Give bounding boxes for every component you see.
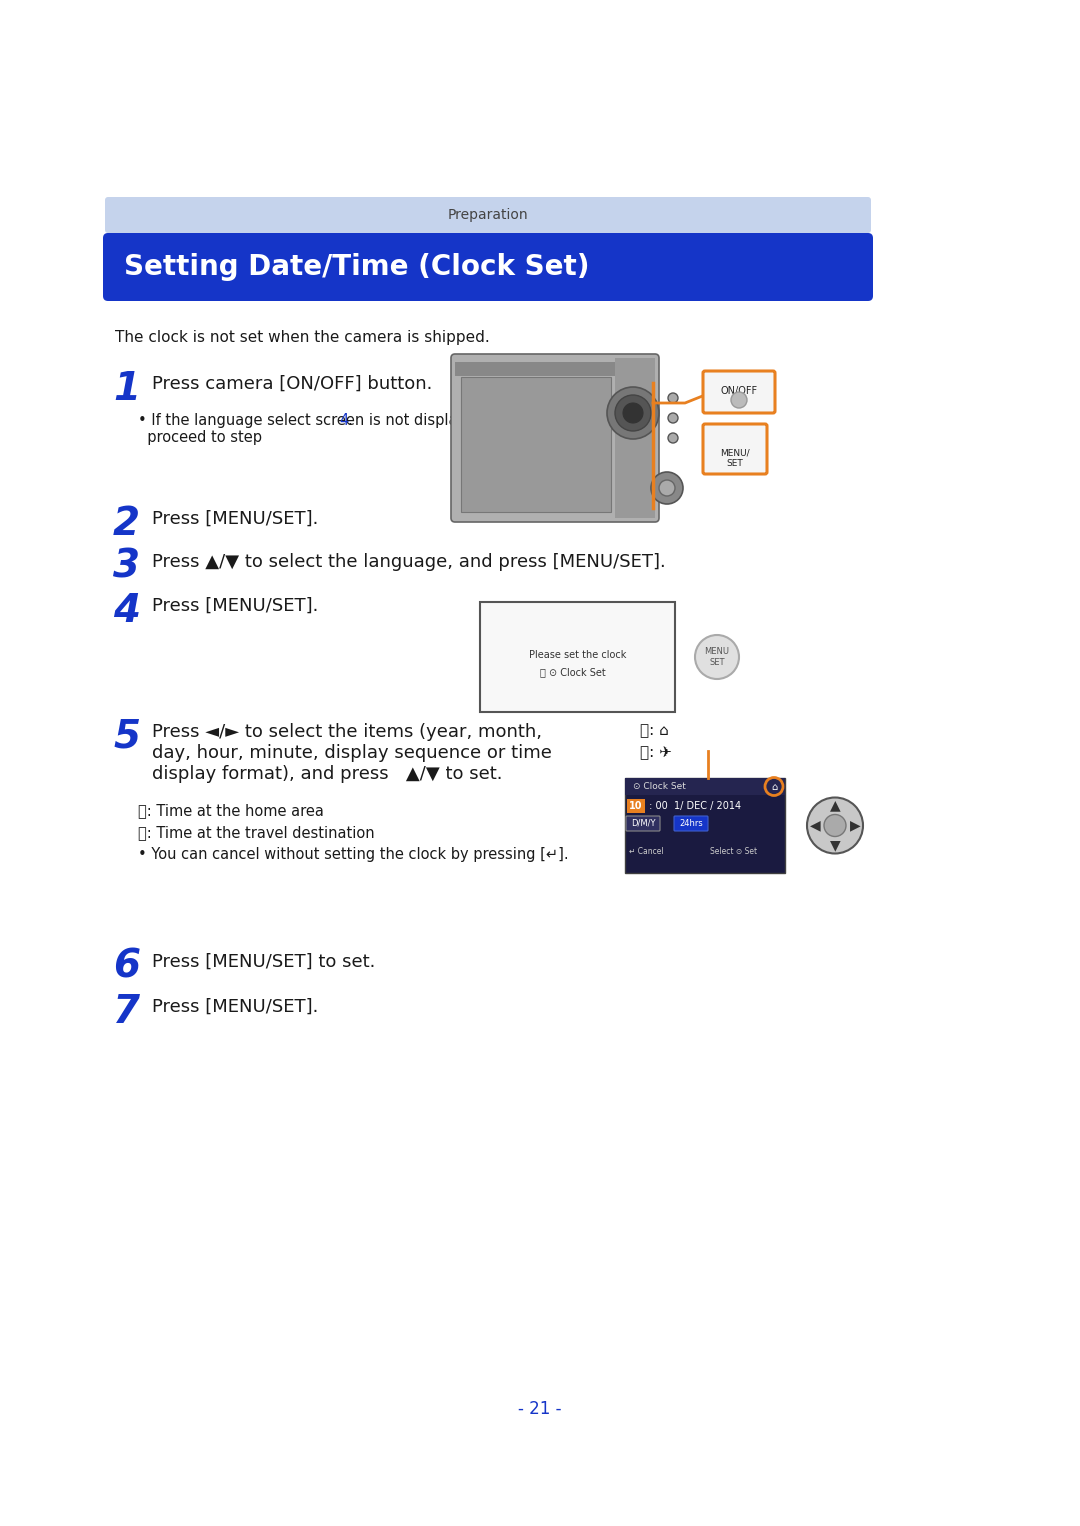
Text: Preparation: Preparation xyxy=(448,208,528,221)
Text: 2: 2 xyxy=(113,505,140,543)
Circle shape xyxy=(659,481,675,496)
Text: Press ◄/► to select the items (year, month,
day, hour, minute, display sequence : Press ◄/► to select the items (year, mon… xyxy=(152,723,552,783)
FancyBboxPatch shape xyxy=(703,371,775,414)
FancyBboxPatch shape xyxy=(615,359,654,517)
Circle shape xyxy=(607,388,659,439)
Text: ⌛ ⊙ Clock Set: ⌛ ⊙ Clock Set xyxy=(540,667,606,678)
Text: ↵ Cancel: ↵ Cancel xyxy=(629,847,663,856)
Text: The clock is not set when the camera is shipped.: The clock is not set when the camera is … xyxy=(114,330,489,345)
Text: Ⓐ: Time at the home area: Ⓐ: Time at the home area xyxy=(138,803,324,818)
Circle shape xyxy=(651,472,683,504)
Text: MENU
SET: MENU SET xyxy=(704,647,729,667)
FancyBboxPatch shape xyxy=(455,362,654,375)
Text: MENU/
SET: MENU/ SET xyxy=(720,449,750,468)
Text: ▶: ▶ xyxy=(850,818,861,833)
Text: Setting Date/Time (Clock Set): Setting Date/Time (Clock Set) xyxy=(124,253,590,281)
Text: Press [MENU/SET].: Press [MENU/SET]. xyxy=(152,597,319,615)
Text: Ⓑ: Time at the travel destination: Ⓑ: Time at the travel destination xyxy=(138,826,375,839)
Text: ▼: ▼ xyxy=(829,838,840,853)
Text: • If the language select screen is not displayed,
  proceed to step: • If the language select screen is not d… xyxy=(138,414,489,446)
Circle shape xyxy=(623,403,643,423)
FancyBboxPatch shape xyxy=(105,197,870,233)
FancyBboxPatch shape xyxy=(625,778,785,873)
Circle shape xyxy=(669,414,678,423)
Text: 4: 4 xyxy=(113,592,140,630)
Text: Select ⊙ Set: Select ⊙ Set xyxy=(710,847,757,856)
Text: 7: 7 xyxy=(113,993,140,1032)
FancyBboxPatch shape xyxy=(674,816,708,832)
Text: ⌂: ⌂ xyxy=(771,781,778,792)
Text: D/M/Y: D/M/Y xyxy=(631,818,656,827)
Text: Please set the clock: Please set the clock xyxy=(529,650,626,661)
Text: 6: 6 xyxy=(113,948,140,986)
Circle shape xyxy=(669,394,678,403)
FancyBboxPatch shape xyxy=(626,816,660,832)
Circle shape xyxy=(615,395,651,430)
Text: Press [MENU/SET].: Press [MENU/SET]. xyxy=(152,510,319,528)
FancyBboxPatch shape xyxy=(625,778,785,795)
Circle shape xyxy=(824,815,846,836)
Text: Ⓐ: ⌂: Ⓐ: ⌂ xyxy=(640,723,669,739)
Circle shape xyxy=(731,392,747,407)
Text: .: . xyxy=(347,414,352,427)
FancyBboxPatch shape xyxy=(103,233,873,301)
Text: Press ▲/▼ to select the language, and press [MENU/SET].: Press ▲/▼ to select the language, and pr… xyxy=(152,552,665,571)
Text: • You can cancel without setting the clock by pressing [↵].: • You can cancel without setting the clo… xyxy=(138,847,569,862)
FancyBboxPatch shape xyxy=(703,424,767,475)
FancyBboxPatch shape xyxy=(480,601,675,713)
Text: ◀: ◀ xyxy=(810,818,821,833)
FancyBboxPatch shape xyxy=(627,800,645,813)
Text: 24hrs: 24hrs xyxy=(679,818,703,827)
Text: Ⓑ: ✈: Ⓑ: ✈ xyxy=(640,745,672,760)
Text: : 00  1/ DEC / 2014: : 00 1/ DEC / 2014 xyxy=(646,801,741,810)
Text: Press [MENU/SET].: Press [MENU/SET]. xyxy=(152,998,319,1016)
Text: 10: 10 xyxy=(630,801,643,810)
FancyBboxPatch shape xyxy=(451,354,659,522)
FancyBboxPatch shape xyxy=(461,377,611,513)
Text: ON/OFF: ON/OFF xyxy=(720,386,757,397)
Text: 3: 3 xyxy=(113,548,140,586)
Text: ⊙ Clock Set: ⊙ Clock Set xyxy=(633,781,686,790)
Circle shape xyxy=(696,635,739,679)
Text: 5: 5 xyxy=(113,719,140,755)
Circle shape xyxy=(765,778,783,795)
Circle shape xyxy=(669,433,678,443)
Text: Press camera [ON/OFF] button.: Press camera [ON/OFF] button. xyxy=(152,375,432,394)
Circle shape xyxy=(807,798,863,853)
Text: Press [MENU/SET] to set.: Press [MENU/SET] to set. xyxy=(152,954,376,971)
Text: - 21 -: - 21 - xyxy=(518,1399,562,1418)
Text: ▲: ▲ xyxy=(829,798,840,812)
Text: 4: 4 xyxy=(339,414,348,427)
Text: 1: 1 xyxy=(113,369,140,407)
